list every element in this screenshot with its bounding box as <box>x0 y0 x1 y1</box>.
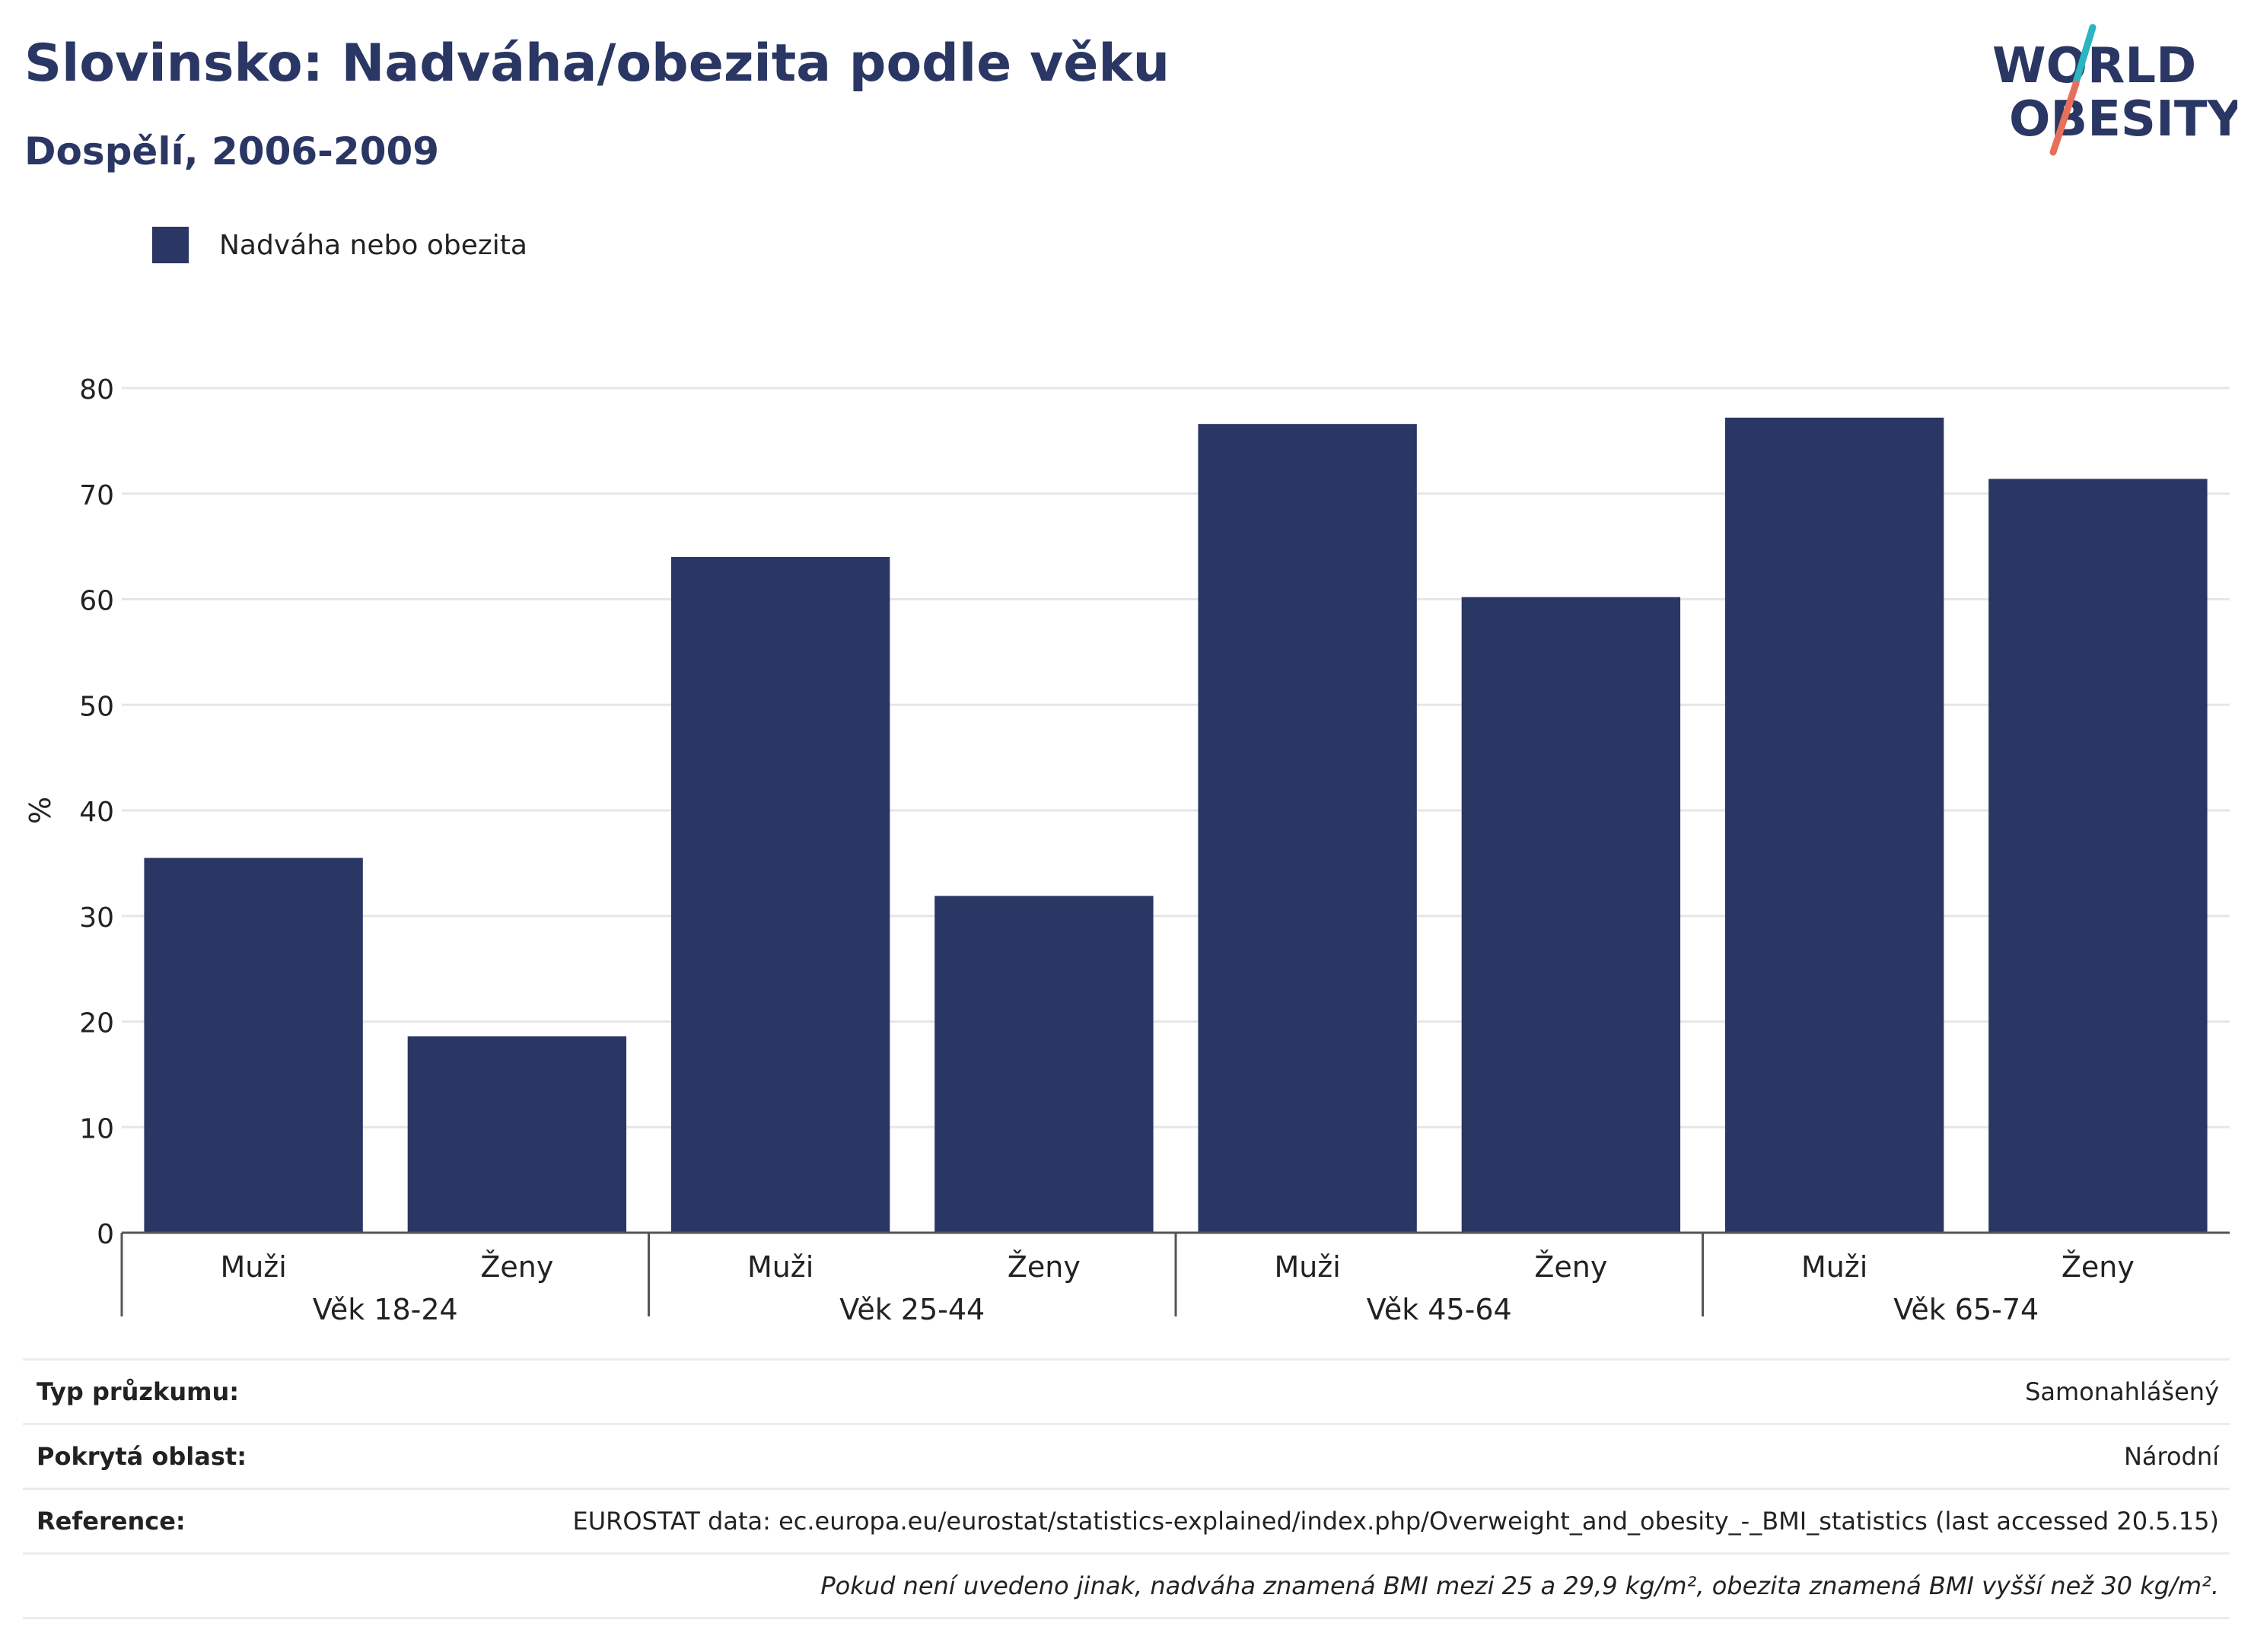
chart-legend: Nadváha nebo obezita <box>152 227 527 263</box>
reference-link[interactable]: EUROSTAT data: ec.europa.eu/eurostat/sta… <box>572 1507 2219 1536</box>
x-tick-label: Ženy <box>1008 1250 1081 1284</box>
x-tick-label: Muži <box>220 1250 286 1284</box>
bar <box>1724 417 1944 1233</box>
info-row-note: Pokud není uvedeno jinak, nadváha znamen… <box>23 1552 2230 1619</box>
y-axis-label: % <box>24 797 57 824</box>
x-tick-label: Muži <box>1274 1250 1340 1284</box>
bar <box>1198 424 1417 1233</box>
info-key: Pokrytá oblast: <box>37 1442 247 1471</box>
y-tick-label: 30 <box>79 902 114 934</box>
logo-word-world: WORLD <box>1992 38 2196 94</box>
bar <box>144 858 363 1233</box>
info-table: Typ průzkumu: Samonahlášený Pokrytá obla… <box>23 1358 2230 1619</box>
logo-slash-coral <box>2049 80 2080 156</box>
group-label: Věk 65-74 <box>1893 1293 2039 1324</box>
info-row-reference: Reference: EUROSTAT data: ec.europa.eu/e… <box>23 1488 2230 1552</box>
y-tick-label: 0 <box>97 1219 114 1250</box>
y-tick-label: 70 <box>79 480 114 511</box>
footnote: Pokud není uvedeno jinak, nadváha znamen… <box>820 1571 2219 1600</box>
group-label: Věk 18-24 <box>313 1293 458 1324</box>
y-tick-label: 50 <box>79 691 114 722</box>
world-obesity-logo: WORLD OBESITY <box>1992 24 2237 156</box>
y-tick-label: 10 <box>79 1113 114 1144</box>
info-value: Národní <box>2123 1442 2219 1471</box>
x-tick-label: Ženy <box>1534 1250 1607 1284</box>
logo-slash-teal <box>2072 24 2097 86</box>
logo-word-obesity: OBESITY <box>2009 91 2237 148</box>
legend-label: Nadváha nebo obezita <box>219 229 527 261</box>
x-tick-label: Muži <box>1801 1250 1867 1284</box>
x-tick-label: Ženy <box>2062 1250 2135 1284</box>
info-key: Reference: <box>37 1507 186 1536</box>
group-label: Věk 25-44 <box>839 1293 985 1324</box>
y-tick-label: 20 <box>79 1008 114 1039</box>
bar <box>1988 479 2208 1233</box>
info-value: Samonahlášený <box>2025 1377 2219 1406</box>
chart-title: Slovinsko: Nadváha/obezita podle věku <box>24 33 1170 94</box>
y-tick-label: 40 <box>79 797 114 828</box>
bar-chart: 0 10 20 30 40 50 60 70 80% Muži Ženy Věk 18-24 Muži Ž… <box>24 374 2230 1324</box>
legend-swatch <box>152 227 189 263</box>
bar <box>670 557 890 1233</box>
bar <box>1461 597 1681 1233</box>
info-row-area: Pokrytá oblast: Národní <box>23 1423 2230 1488</box>
chart-subtitle: Dospělí, 2006-2009 <box>24 129 440 173</box>
y-tick-label: 80 <box>79 374 114 406</box>
group-label: Věk 45-64 <box>1367 1293 1512 1324</box>
bar <box>407 1036 627 1233</box>
bar <box>934 896 1154 1233</box>
info-row-survey-type: Typ průzkumu: Samonahlášený <box>23 1358 2230 1423</box>
x-tick-label: Ženy <box>480 1250 553 1284</box>
info-key: Typ průzkumu: <box>37 1377 240 1406</box>
y-tick-label: 60 <box>79 586 114 617</box>
x-tick-label: Muži <box>747 1250 813 1284</box>
